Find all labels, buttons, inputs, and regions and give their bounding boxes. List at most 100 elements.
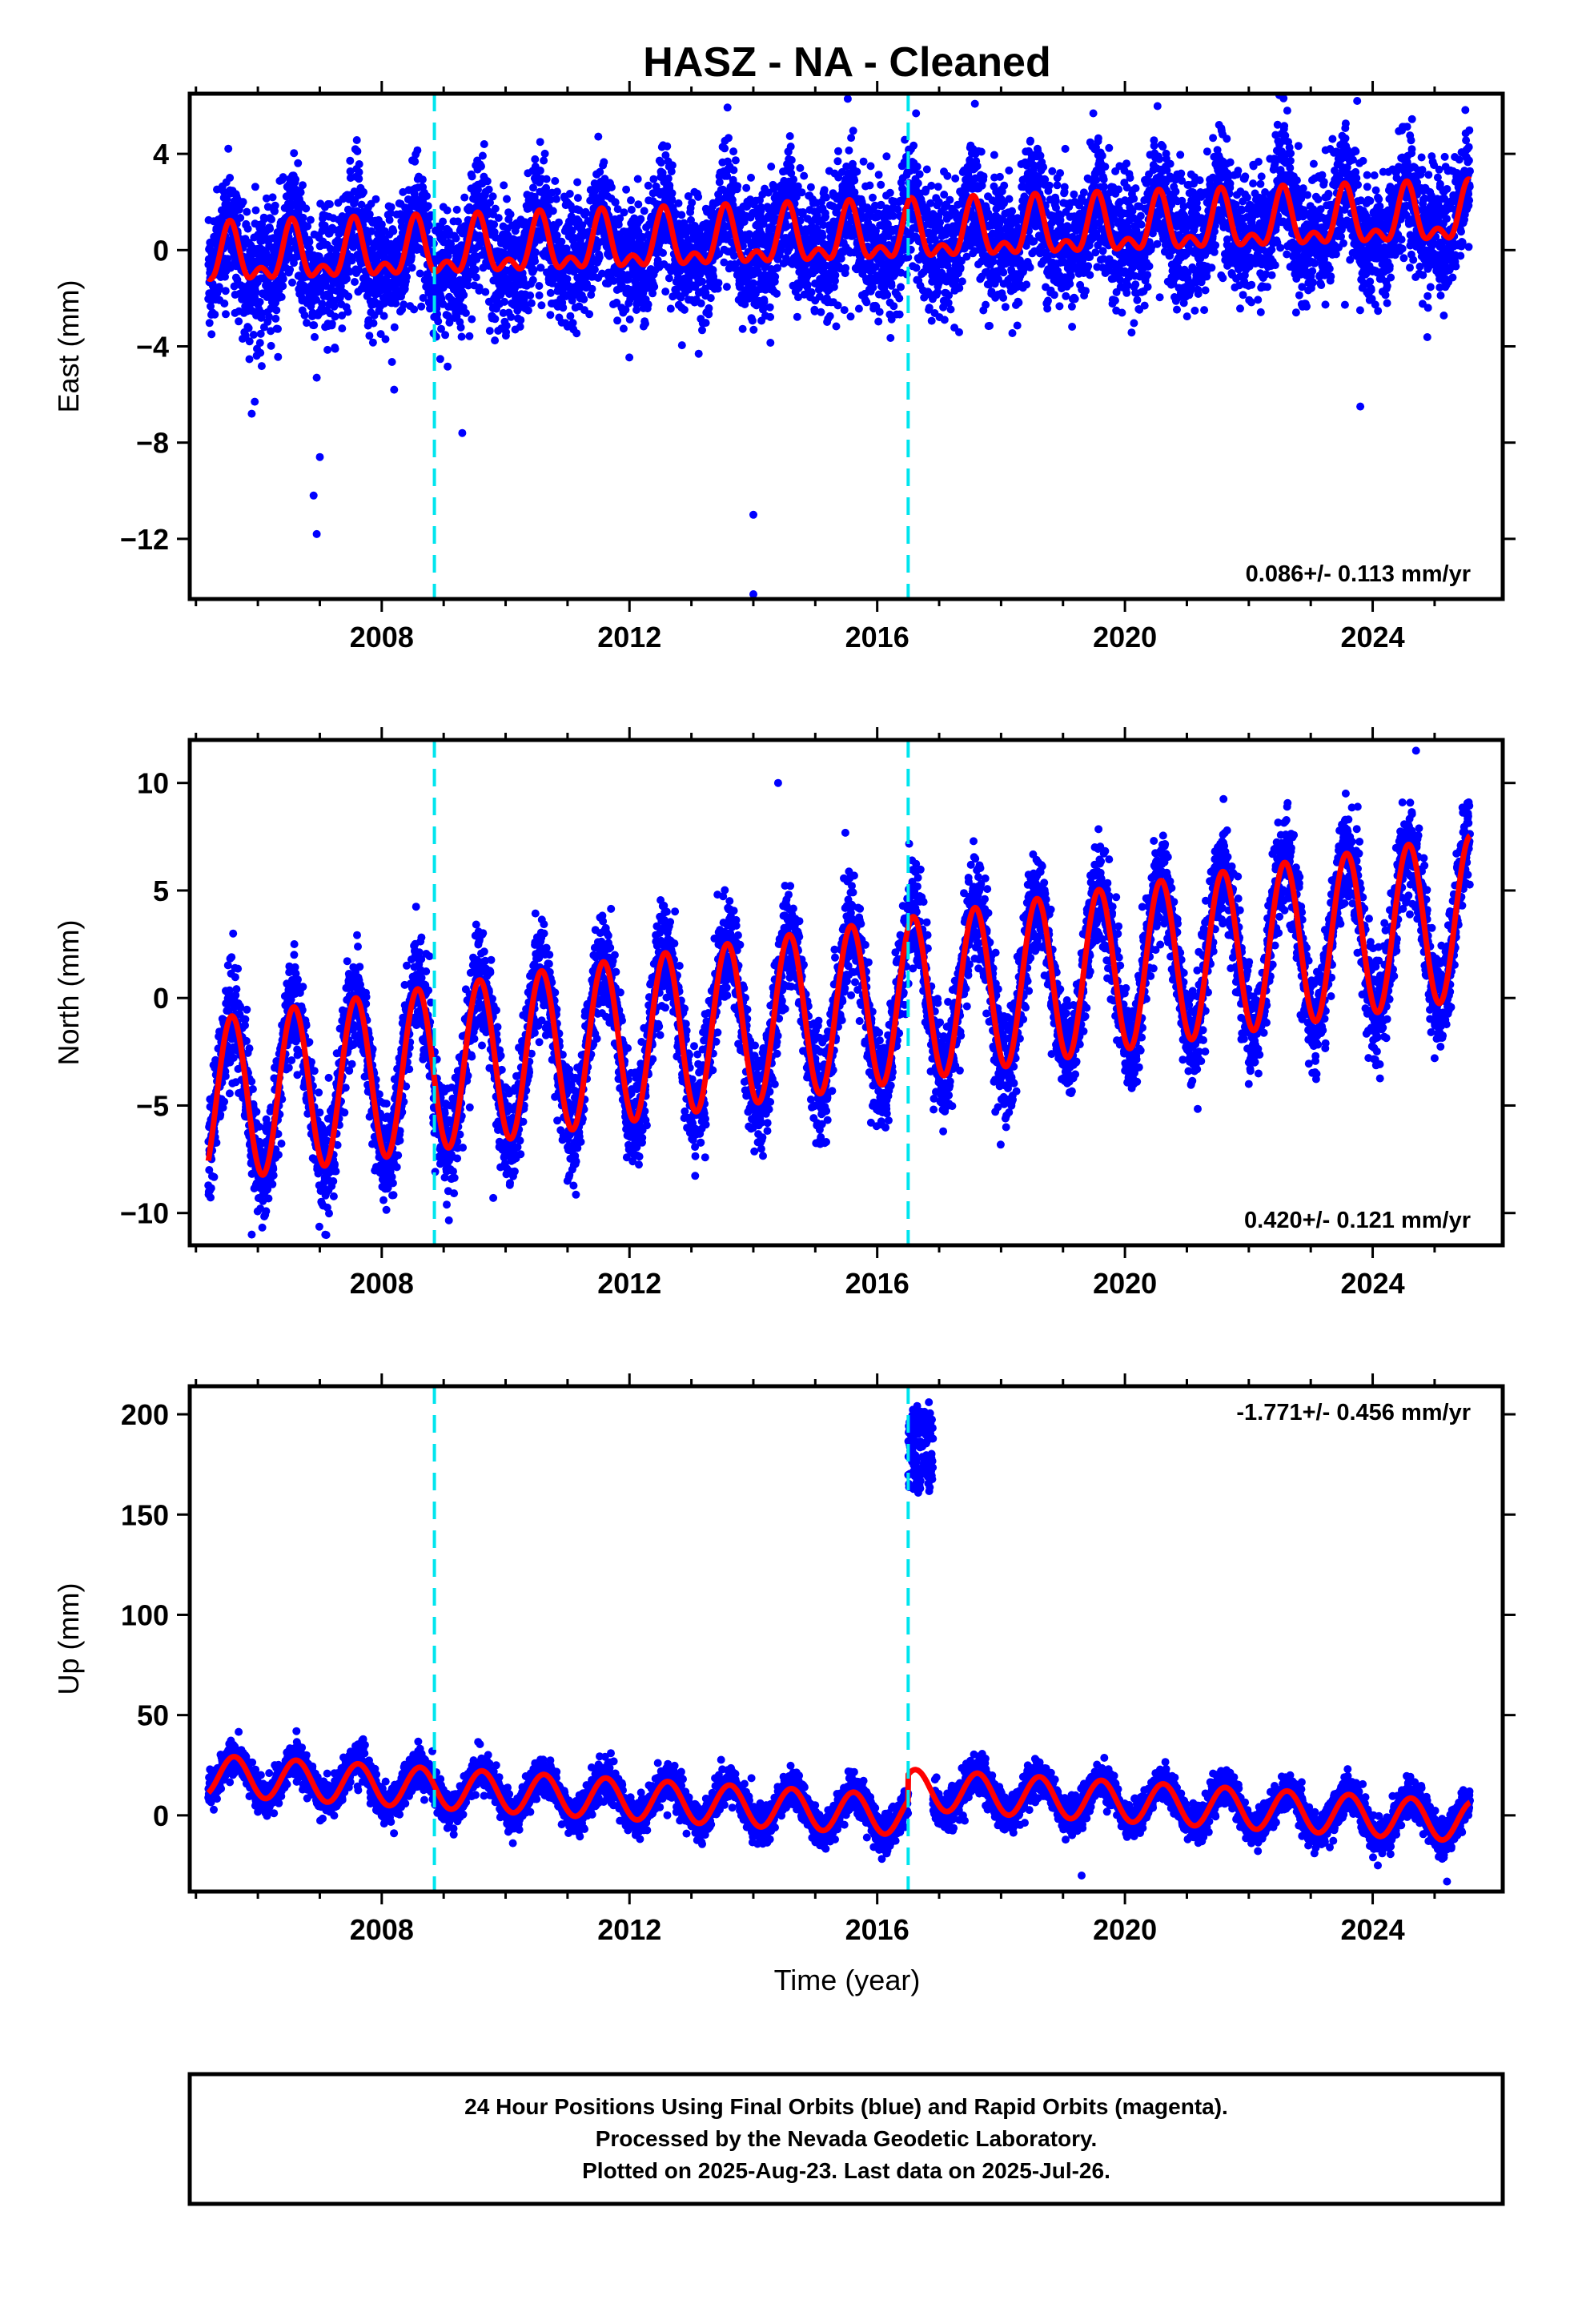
east-data-point (367, 227, 375, 235)
east-data-point (418, 175, 427, 184)
east-data-point (477, 162, 485, 171)
east-data-point (573, 178, 582, 187)
east-data-point (460, 193, 469, 202)
east-data-point (590, 265, 599, 274)
east-data-point (359, 187, 367, 196)
east-data-point (336, 282, 345, 291)
east-data-point (885, 188, 894, 197)
east-data-point (468, 172, 476, 181)
east-data-point (506, 210, 515, 219)
east-data-point (909, 141, 918, 150)
east-data-point (311, 332, 319, 341)
east-data-point (973, 162, 982, 171)
east-data-point (326, 244, 335, 253)
east-data-point (874, 171, 883, 179)
east-data-point (688, 199, 697, 207)
east-data-point (800, 171, 809, 180)
east-data-point (507, 312, 516, 321)
east-data-point (793, 312, 801, 321)
east-data-point (1008, 207, 1017, 215)
east-data-point (325, 200, 334, 208)
east-data-point (244, 324, 253, 332)
east-data-point (701, 319, 710, 328)
east-data-point (357, 200, 366, 209)
east-data-point (494, 214, 503, 223)
east-data-point (563, 275, 572, 283)
east-data-point (644, 181, 652, 190)
east-data-point (346, 167, 355, 175)
east-data-point (865, 181, 874, 190)
east-data-point (674, 199, 683, 207)
east-data-point (869, 283, 877, 292)
east-data-point (559, 304, 568, 312)
east-data-point (381, 335, 390, 344)
east-data-point (343, 275, 351, 283)
east-data-point (532, 248, 540, 257)
east-data-point (927, 316, 936, 325)
east-data-point (413, 146, 422, 155)
east-data-point (633, 175, 642, 183)
east-data-point (263, 203, 272, 211)
east-data-point (408, 263, 416, 272)
east-data-point (1039, 163, 1048, 171)
east-data-point (766, 339, 775, 347)
east-data-point (262, 248, 271, 257)
east-data-point (641, 320, 649, 328)
east-data-point (480, 140, 488, 148)
east-data-point (625, 315, 634, 324)
east-data-point (221, 287, 230, 296)
east-data-point (491, 336, 500, 345)
east-data-point (536, 167, 544, 175)
east-data-point (877, 180, 885, 189)
east-data-point (731, 156, 740, 165)
east-data-point (411, 157, 420, 166)
east-data-point (747, 173, 755, 182)
east-data-point (272, 306, 281, 315)
east-data-point (535, 282, 544, 290)
east-data-point (223, 255, 232, 263)
east-x-tick-label: 2012 (597, 621, 661, 653)
east-data-point (387, 203, 396, 211)
east-data-point (585, 310, 594, 319)
east-data-point (271, 314, 280, 323)
east-data-point (456, 323, 465, 332)
east-x-tick-label: 2016 (845, 621, 909, 653)
east-data-point (256, 329, 265, 338)
east-data-point (355, 175, 363, 183)
east-data-point (766, 312, 775, 321)
east-data-point (265, 312, 273, 321)
east-data-point (310, 321, 319, 330)
east-data-point (771, 272, 780, 281)
east-data-point (355, 160, 363, 168)
east-data-point (817, 308, 825, 316)
east-data-point (306, 215, 315, 224)
east-data-point (529, 266, 538, 275)
east-y-tick-label: 0 (153, 234, 169, 267)
east-y-tick-label: −8 (136, 427, 169, 460)
east-data-point (255, 298, 264, 306)
east-data-point (215, 283, 223, 292)
east-data-point (546, 288, 555, 297)
east-data-point (738, 324, 747, 333)
east-data-point (1013, 321, 1022, 330)
east-data-point (537, 301, 546, 310)
east-data-point (825, 312, 834, 320)
east-data-point (789, 175, 798, 184)
east-data-point (387, 358, 396, 366)
east-data-point (866, 162, 875, 171)
east-data-point (457, 332, 466, 341)
east-data-point (500, 297, 508, 306)
east-data-point (853, 167, 861, 176)
east-data-point (331, 312, 339, 321)
east-data-point (436, 355, 444, 364)
east-data-point (956, 263, 965, 272)
east-data-point (222, 310, 230, 319)
east-data-point (1005, 195, 1014, 203)
east-data-point (665, 274, 673, 283)
east-data-point (922, 165, 931, 174)
east-data-point (733, 182, 742, 191)
east-x-tick-label: 2008 (350, 621, 414, 653)
east-data-point (833, 157, 842, 166)
east-data-point (786, 143, 795, 151)
